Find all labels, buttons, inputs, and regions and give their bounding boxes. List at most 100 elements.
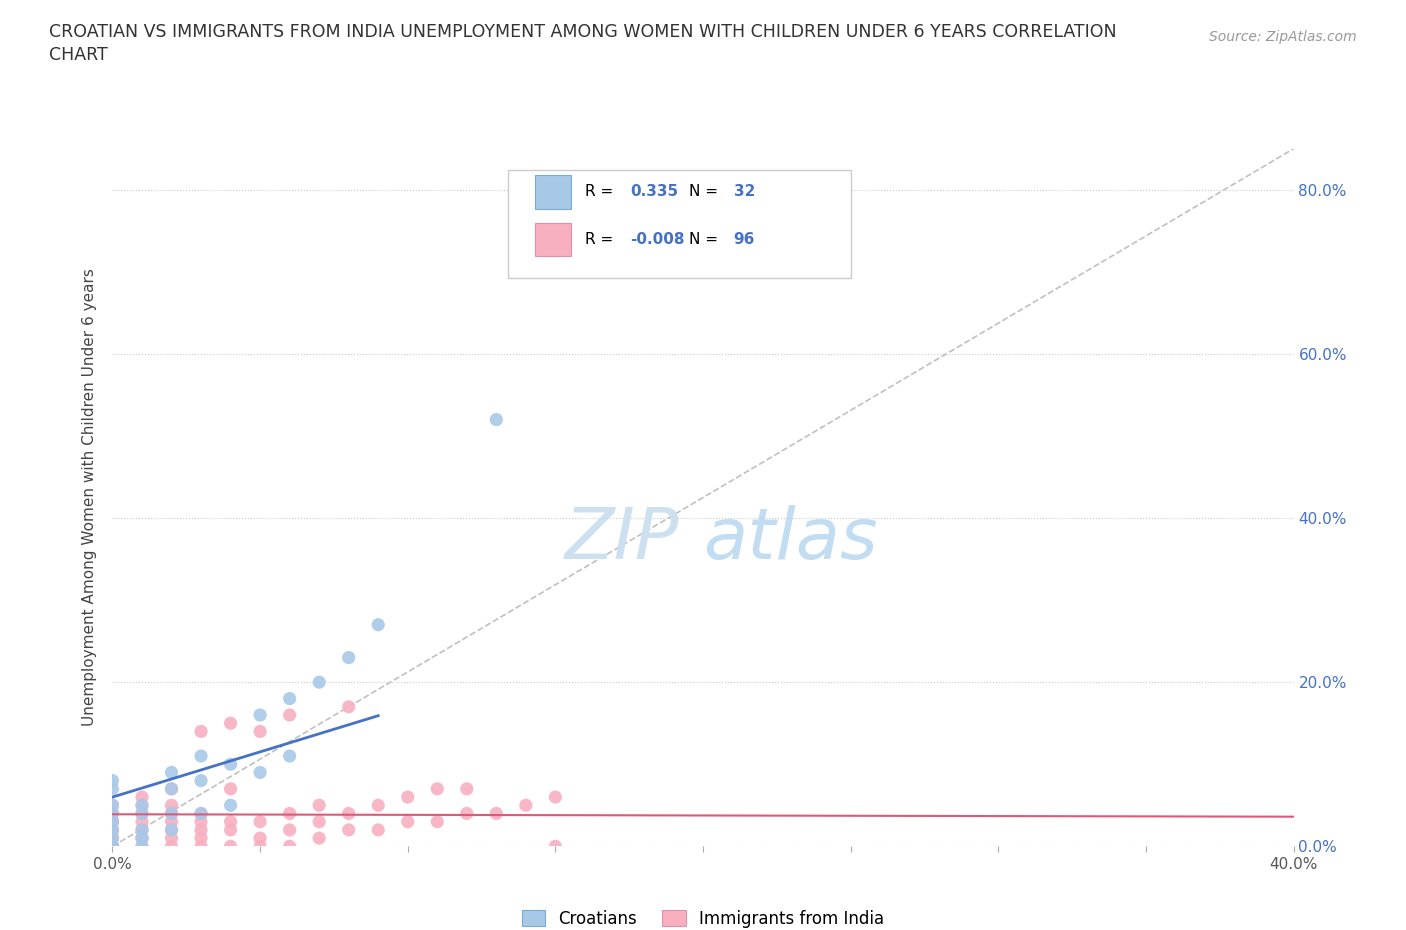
Point bbox=[485, 806, 508, 821]
Point bbox=[337, 822, 360, 837]
Point bbox=[544, 839, 567, 854]
Point bbox=[249, 724, 271, 738]
Bar bbox=[536, 175, 571, 208]
Text: R =: R = bbox=[585, 184, 619, 199]
Point bbox=[308, 815, 330, 830]
FancyBboxPatch shape bbox=[508, 170, 851, 278]
Point bbox=[278, 691, 301, 706]
Point bbox=[131, 798, 153, 813]
Point bbox=[101, 815, 124, 830]
Point bbox=[160, 839, 183, 854]
Point bbox=[131, 822, 153, 837]
Point bbox=[308, 675, 330, 690]
Point bbox=[308, 798, 330, 813]
Point bbox=[278, 822, 301, 837]
Point bbox=[131, 790, 153, 804]
Point bbox=[278, 839, 301, 854]
Point bbox=[190, 724, 212, 738]
Point bbox=[101, 815, 124, 830]
Point bbox=[190, 822, 212, 837]
Point bbox=[515, 798, 537, 813]
Point bbox=[308, 830, 330, 845]
Point bbox=[131, 815, 153, 830]
Point bbox=[190, 806, 212, 821]
Text: CHART: CHART bbox=[49, 46, 108, 64]
Text: 32: 32 bbox=[734, 184, 755, 199]
Point bbox=[131, 806, 153, 821]
Point bbox=[101, 806, 124, 821]
Point bbox=[249, 765, 271, 780]
Point bbox=[367, 798, 389, 813]
Point bbox=[131, 830, 153, 845]
Point bbox=[249, 708, 271, 723]
Point bbox=[131, 830, 153, 845]
Point bbox=[396, 815, 419, 830]
Point bbox=[131, 839, 153, 854]
Point bbox=[101, 773, 124, 788]
Point bbox=[101, 830, 124, 845]
Point bbox=[456, 806, 478, 821]
Point bbox=[219, 839, 242, 854]
Point bbox=[160, 822, 183, 837]
Point bbox=[101, 822, 124, 837]
Point bbox=[101, 781, 124, 796]
Point bbox=[219, 815, 242, 830]
Point bbox=[337, 806, 360, 821]
Point bbox=[219, 716, 242, 731]
Point bbox=[160, 806, 183, 821]
Point bbox=[131, 822, 153, 837]
Text: R =: R = bbox=[585, 232, 619, 246]
Point bbox=[131, 830, 153, 845]
Point bbox=[160, 798, 183, 813]
Point bbox=[219, 781, 242, 796]
Point bbox=[101, 839, 124, 854]
Point bbox=[160, 781, 183, 796]
Point bbox=[219, 822, 242, 837]
Point bbox=[101, 798, 124, 813]
Point bbox=[160, 822, 183, 837]
Point bbox=[367, 822, 389, 837]
Point bbox=[101, 839, 124, 854]
Point bbox=[426, 815, 449, 830]
Point bbox=[249, 830, 271, 845]
Point bbox=[249, 839, 271, 854]
Point bbox=[101, 839, 124, 854]
Text: N =: N = bbox=[689, 232, 723, 246]
Point bbox=[278, 806, 301, 821]
Point bbox=[190, 773, 212, 788]
Text: -0.008: -0.008 bbox=[630, 232, 685, 246]
Legend: Croatians, Immigrants from India: Croatians, Immigrants from India bbox=[515, 903, 891, 930]
Point bbox=[367, 618, 389, 632]
Y-axis label: Unemployment Among Women with Children Under 6 years: Unemployment Among Women with Children U… bbox=[82, 269, 97, 726]
Point bbox=[131, 806, 153, 821]
Point bbox=[131, 798, 153, 813]
Text: atlas: atlas bbox=[703, 505, 877, 574]
Point bbox=[101, 815, 124, 830]
Point bbox=[190, 830, 212, 845]
Point bbox=[278, 749, 301, 764]
Text: 0.335: 0.335 bbox=[630, 184, 678, 199]
Point bbox=[160, 781, 183, 796]
Point bbox=[544, 790, 567, 804]
Point bbox=[337, 699, 360, 714]
Point bbox=[101, 798, 124, 813]
Point bbox=[337, 650, 360, 665]
Point bbox=[190, 806, 212, 821]
Text: Source: ZipAtlas.com: Source: ZipAtlas.com bbox=[1209, 30, 1357, 44]
Point bbox=[249, 815, 271, 830]
Point bbox=[101, 822, 124, 837]
Point bbox=[219, 798, 242, 813]
Text: ZIP: ZIP bbox=[565, 505, 679, 574]
Point bbox=[485, 412, 508, 427]
Point bbox=[160, 806, 183, 821]
Point bbox=[160, 765, 183, 780]
Point bbox=[160, 830, 183, 845]
Point bbox=[101, 830, 124, 845]
Bar bbox=[536, 222, 571, 256]
Point bbox=[101, 830, 124, 845]
Point bbox=[190, 815, 212, 830]
Point bbox=[190, 839, 212, 854]
Point bbox=[131, 839, 153, 854]
Point bbox=[426, 781, 449, 796]
Point bbox=[456, 781, 478, 796]
